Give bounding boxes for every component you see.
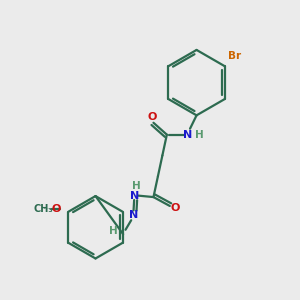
Text: H: H xyxy=(109,226,118,236)
Text: O: O xyxy=(52,204,61,214)
Text: H: H xyxy=(195,130,203,140)
Text: N: N xyxy=(130,190,139,201)
Text: O: O xyxy=(147,112,157,122)
Text: H: H xyxy=(132,181,141,191)
Text: CH₃: CH₃ xyxy=(33,204,53,214)
Text: Br: Br xyxy=(228,51,241,61)
Text: methoxy: methoxy xyxy=(44,208,50,209)
Text: O: O xyxy=(170,203,180,213)
Text: N: N xyxy=(183,130,192,140)
Text: N: N xyxy=(129,210,138,220)
